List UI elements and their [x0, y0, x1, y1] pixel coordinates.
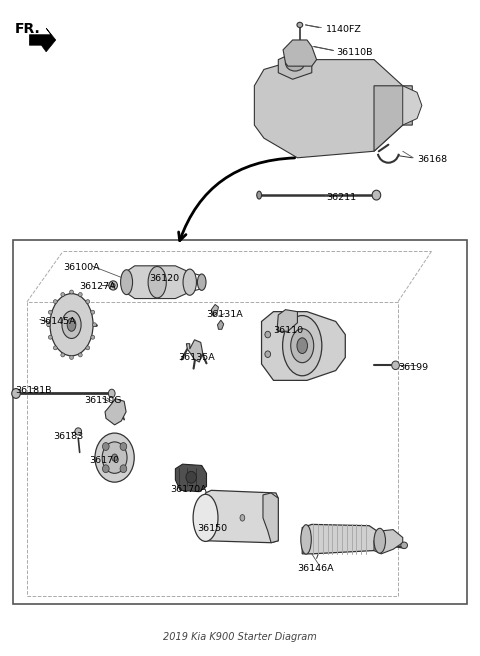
Text: 36170A: 36170A — [170, 485, 207, 494]
Text: 36120: 36120 — [149, 274, 179, 283]
Ellipse shape — [78, 353, 82, 357]
Text: 36211: 36211 — [326, 193, 356, 201]
Ellipse shape — [86, 300, 90, 304]
Text: 36183: 36183 — [53, 432, 84, 441]
Text: FR.: FR. — [15, 22, 41, 35]
Ellipse shape — [120, 270, 132, 295]
Ellipse shape — [102, 465, 109, 473]
Ellipse shape — [102, 443, 109, 451]
Ellipse shape — [109, 281, 118, 290]
Text: 36127A: 36127A — [80, 282, 116, 291]
Ellipse shape — [183, 269, 196, 295]
Ellipse shape — [193, 494, 218, 541]
Ellipse shape — [48, 335, 52, 339]
Text: 36135A: 36135A — [178, 353, 215, 362]
Ellipse shape — [70, 356, 73, 359]
Ellipse shape — [297, 22, 303, 28]
Ellipse shape — [265, 351, 271, 358]
Ellipse shape — [67, 318, 76, 331]
Ellipse shape — [12, 388, 20, 398]
Polygon shape — [254, 60, 403, 158]
Ellipse shape — [372, 190, 381, 200]
Ellipse shape — [102, 442, 127, 474]
Ellipse shape — [120, 443, 127, 451]
Polygon shape — [125, 266, 190, 298]
Ellipse shape — [61, 293, 65, 297]
Ellipse shape — [53, 346, 57, 350]
Polygon shape — [29, 28, 56, 52]
Ellipse shape — [401, 542, 408, 548]
Ellipse shape — [91, 335, 95, 339]
Polygon shape — [302, 524, 381, 554]
Polygon shape — [278, 53, 312, 79]
Polygon shape — [105, 399, 126, 425]
Ellipse shape — [374, 528, 385, 553]
Text: 36110G: 36110G — [84, 396, 122, 405]
Ellipse shape — [75, 428, 82, 435]
Ellipse shape — [95, 433, 134, 482]
Ellipse shape — [61, 353, 65, 357]
Text: 36170: 36170 — [89, 456, 120, 464]
Polygon shape — [277, 310, 298, 331]
Bar — [12, 239, 468, 604]
Ellipse shape — [86, 346, 90, 350]
Ellipse shape — [286, 54, 305, 71]
Text: 36145A: 36145A — [39, 317, 76, 326]
Ellipse shape — [62, 311, 81, 338]
Text: 36146A: 36146A — [298, 564, 334, 573]
FancyArrowPatch shape — [179, 158, 295, 241]
Ellipse shape — [120, 465, 127, 473]
Text: 2019 Kia K900 Starter Diagram: 2019 Kia K900 Starter Diagram — [163, 632, 317, 642]
Ellipse shape — [108, 389, 115, 398]
Text: 36181B: 36181B — [15, 386, 51, 395]
Ellipse shape — [78, 293, 82, 297]
Ellipse shape — [197, 274, 206, 291]
Ellipse shape — [50, 294, 93, 356]
Polygon shape — [205, 490, 278, 543]
Polygon shape — [175, 464, 206, 491]
Polygon shape — [374, 529, 403, 554]
Polygon shape — [262, 312, 345, 380]
Text: 36100A: 36100A — [63, 262, 99, 272]
Polygon shape — [283, 40, 317, 66]
Text: 36199: 36199 — [398, 363, 428, 372]
Ellipse shape — [148, 266, 166, 298]
Text: 36110: 36110 — [274, 326, 304, 335]
Ellipse shape — [48, 310, 52, 314]
Ellipse shape — [111, 283, 115, 287]
Ellipse shape — [240, 514, 245, 521]
Ellipse shape — [91, 310, 95, 314]
Ellipse shape — [112, 454, 118, 461]
Text: 36168: 36168 — [417, 155, 447, 164]
Text: 36110B: 36110B — [336, 48, 372, 57]
Ellipse shape — [257, 191, 262, 199]
Ellipse shape — [186, 472, 196, 483]
Ellipse shape — [301, 525, 312, 554]
Polygon shape — [217, 320, 224, 329]
Ellipse shape — [291, 329, 314, 363]
Polygon shape — [403, 86, 422, 125]
Text: 36131A: 36131A — [206, 310, 243, 319]
Ellipse shape — [47, 323, 50, 327]
Text: 36150: 36150 — [197, 524, 227, 533]
Text: 1140FZ: 1140FZ — [326, 25, 362, 34]
Ellipse shape — [265, 331, 271, 338]
Polygon shape — [263, 493, 278, 543]
Polygon shape — [186, 340, 203, 362]
Ellipse shape — [283, 316, 322, 376]
Polygon shape — [374, 86, 412, 152]
Ellipse shape — [297, 338, 308, 354]
Ellipse shape — [70, 290, 73, 294]
Ellipse shape — [53, 300, 57, 304]
Polygon shape — [211, 304, 218, 316]
Ellipse shape — [93, 323, 96, 327]
Ellipse shape — [392, 361, 399, 369]
